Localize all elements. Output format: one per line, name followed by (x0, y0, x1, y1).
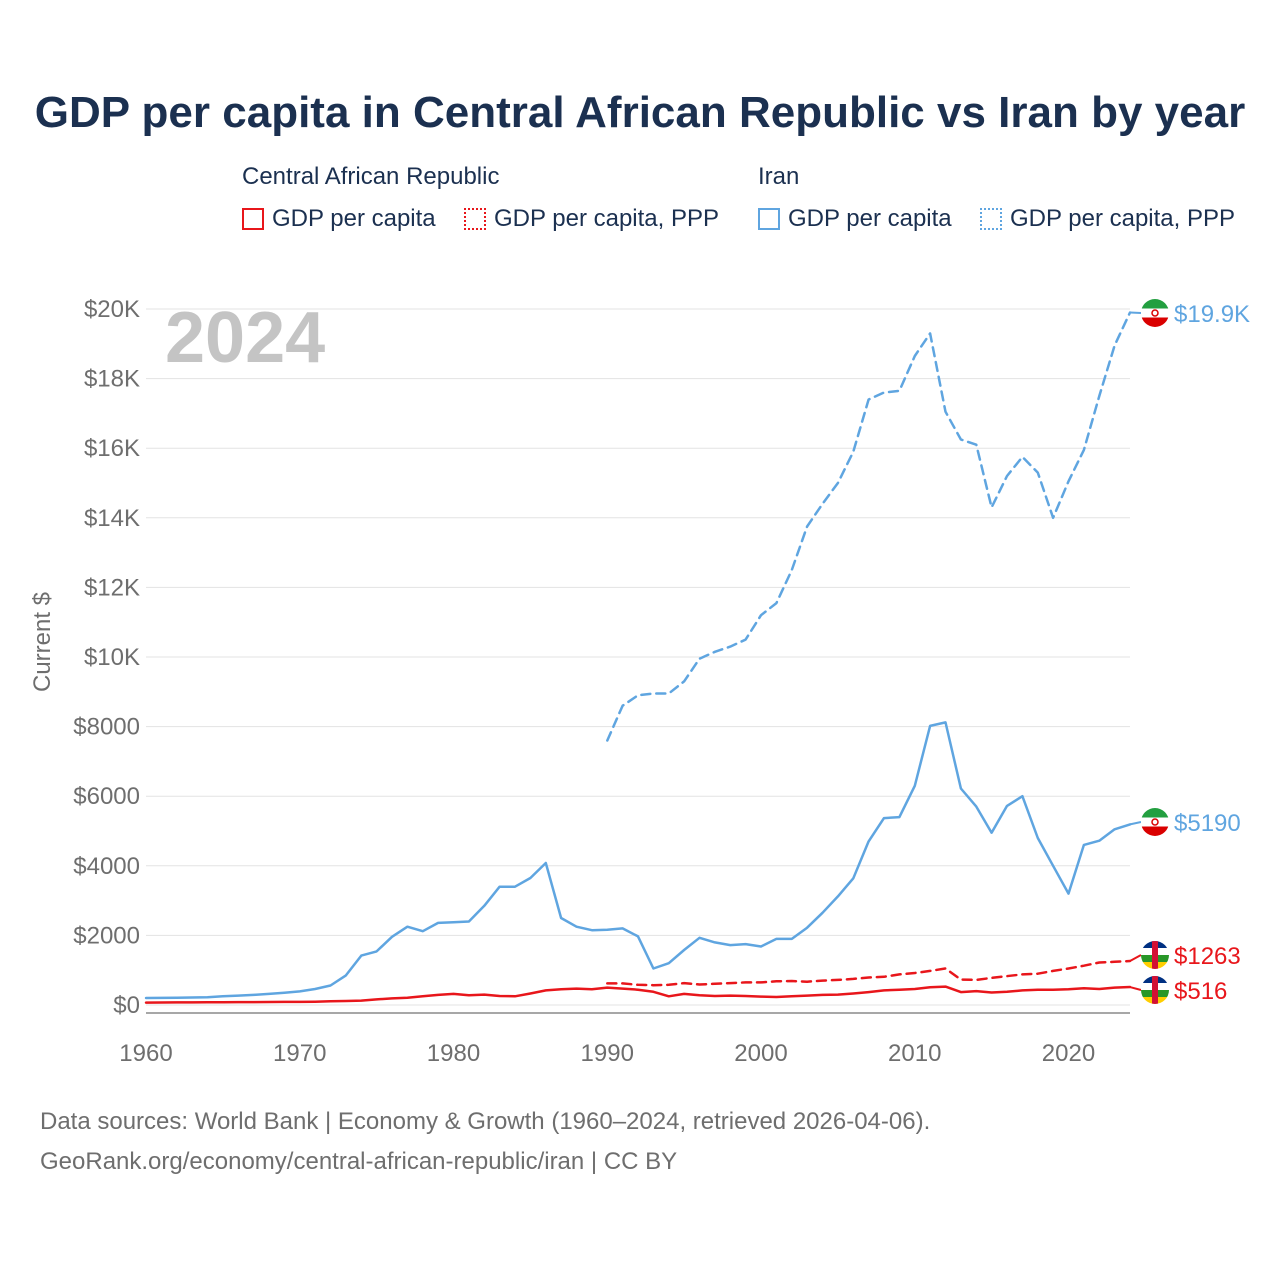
flag-iran-0-emblem (1151, 309, 1159, 317)
flag-iran-0-stripes (1141, 299, 1169, 327)
chart-title: GDP per capita in Central African Republ… (34, 88, 1246, 137)
flag-iran-0 (1141, 299, 1169, 327)
series-line-2 (606, 959, 1132, 987)
y-tick-label-6: $12K (84, 574, 140, 601)
x-tick-label-2: 1980 (427, 1040, 480, 1067)
flag-iran-1-white (1141, 817, 1169, 827)
legend-group-iran: Iran (758, 163, 800, 190)
y-tick-label-7: $14K (84, 505, 140, 532)
end-label-3: $516 (1174, 978, 1227, 1005)
end-label-2: $1263 (1174, 943, 1241, 970)
x-tick-label-0: 1960 (119, 1040, 172, 1067)
legend-iran-gdp-ppp[interactable]: GDP per capita, PPP (980, 204, 1235, 234)
flag-iran-1-stripes (1141, 808, 1169, 836)
legend-solid-blue-swatch (758, 208, 780, 230)
legend-iran-gdp-ppp-label: GDP per capita, PPP (1010, 205, 1235, 232)
end-label-1: $5190 (1174, 810, 1241, 837)
x-tick-label-4: 2000 (734, 1040, 787, 1067)
year-watermark: 2024 (165, 298, 325, 378)
legend-iran-gdp[interactable]: GDP per capita (758, 204, 952, 234)
flag-car-2-red-bar (1152, 941, 1158, 969)
y-tick-label-5: $10K (84, 644, 140, 671)
y-tick-label-0: $0 (113, 992, 140, 1019)
legend-dotted-blue-swatch (980, 208, 1002, 230)
flag-iran-1-red (1141, 826, 1169, 836)
y-tick-label-9: $18K (84, 366, 140, 393)
x-tick-label-1: 1970 (273, 1040, 326, 1067)
y-axis-label: Current $ (29, 592, 56, 692)
end-connector-1 (1129, 821, 1142, 826)
flag-iran-0-white (1141, 308, 1169, 318)
x-tick-label-3: 1990 (581, 1040, 634, 1067)
flag-iran-0-red (1141, 317, 1169, 327)
series-line-0 (606, 311, 1132, 742)
source-url[interactable]: GeoRank.org/economy/central-african-repu… (40, 1148, 678, 1175)
legend-car-gdp[interactable]: GDP per capita (242, 204, 436, 234)
legend-car-gdp-label: GDP per capita (272, 205, 436, 232)
end-connector-0 (1129, 311, 1142, 314)
legend-dotted-red-swatch (464, 208, 486, 230)
flag-iran-1-emblem (1151, 818, 1159, 826)
y-tick-label-10: $20K (84, 296, 140, 323)
legend-car-gdp-ppp-label: GDP per capita, PPP (494, 205, 719, 232)
y-tick-label-3: $6000 (73, 783, 140, 810)
flag-iran-0-green (1141, 299, 1169, 309)
flag-car-2-stripes (1141, 941, 1169, 969)
legend-solid-red-swatch (242, 208, 264, 230)
flag-car-3-stripes (1141, 976, 1169, 1004)
flag-iran-1-green (1141, 808, 1169, 818)
flag-car-2 (1141, 941, 1169, 969)
x-tick-label-6: 2020 (1042, 1040, 1095, 1067)
line-chart: $0 $2000 $4000 $6000 $8000 $10K $12K $14K $16K $1… (29, 296, 1250, 1067)
y-tick-label-8: $16K (84, 435, 140, 462)
source-line-1: Data sources: World Bank | Economy & Gro… (40, 1108, 931, 1135)
legend-group-car: Central African Republic (242, 163, 500, 190)
legend-iran-gdp-label: GDP per capita (788, 205, 952, 232)
legend-car-gdp-ppp[interactable]: GDP per capita, PPP (464, 204, 719, 234)
flag-car-3 (1141, 976, 1169, 1004)
series-line-1 (144, 721, 1132, 1000)
flag-car-3-red-bar (1152, 976, 1158, 1004)
y-tick-label-2: $4000 (73, 853, 140, 880)
end-label-0: $19.9K (1174, 301, 1250, 328)
flag-iran-1 (1141, 808, 1169, 836)
end-connector-2 (1129, 954, 1142, 962)
series-line-3 (144, 985, 1132, 1004)
x-tick-label-5: 2010 (888, 1040, 941, 1067)
y-tick-label-1: $2000 (73, 922, 140, 949)
end-connector-3 (1129, 986, 1142, 991)
y-tick-label-4: $8000 (73, 714, 140, 741)
